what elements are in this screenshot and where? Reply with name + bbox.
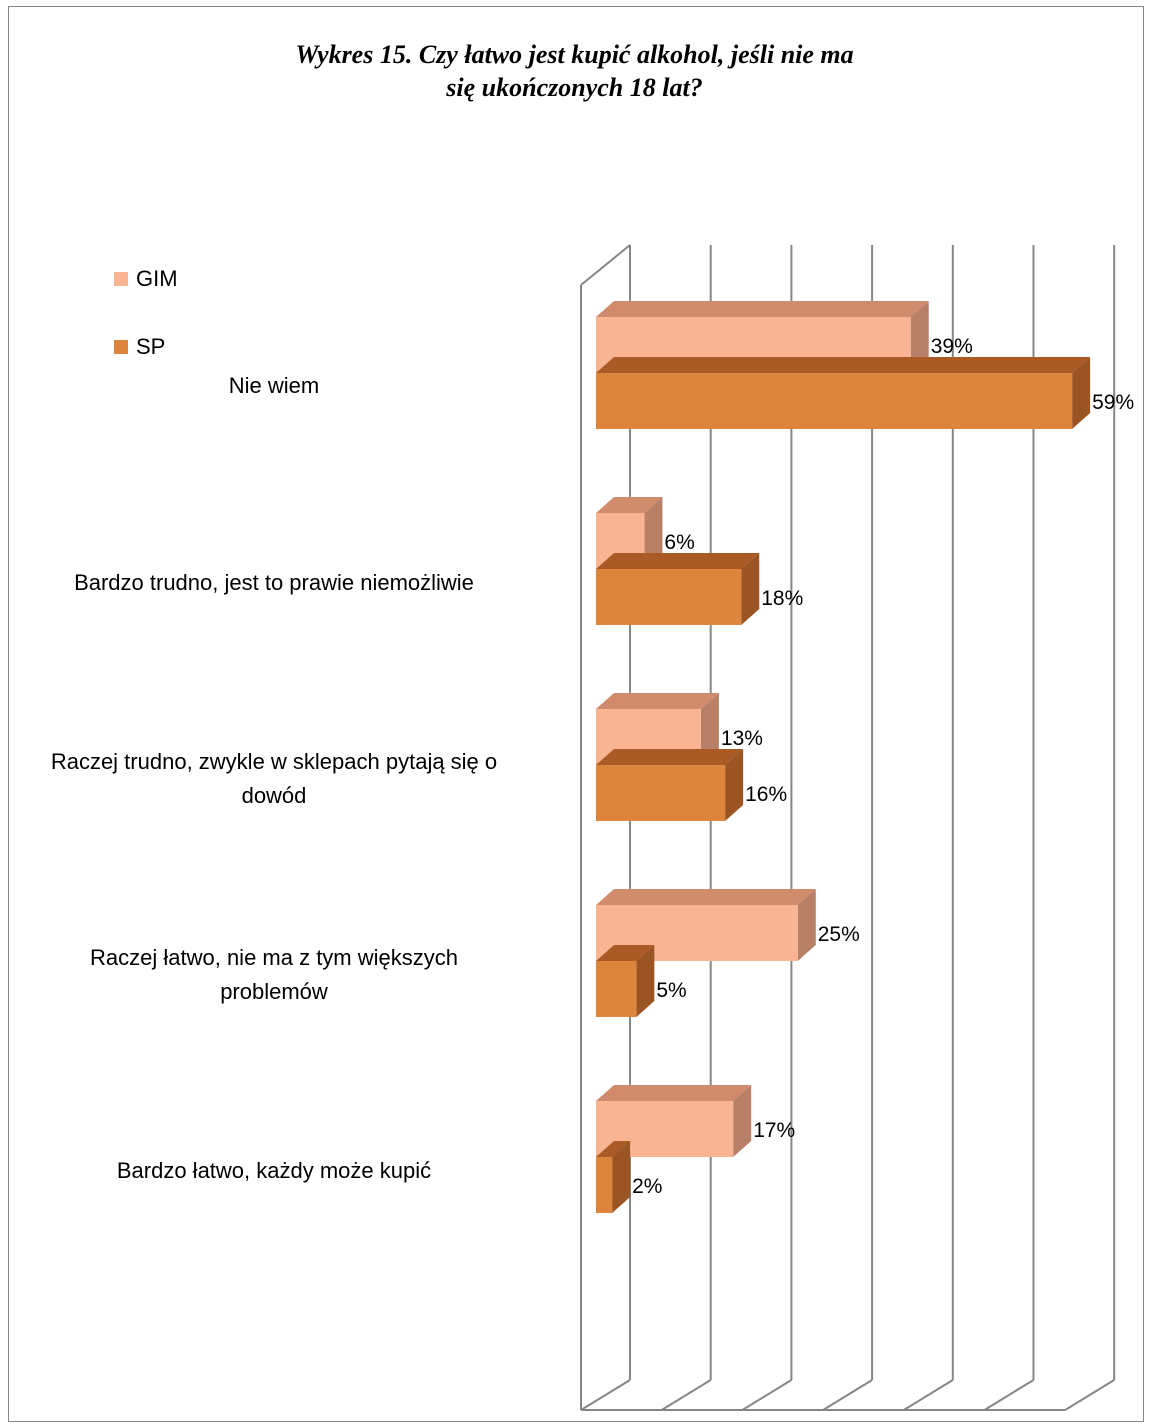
data-label-gim: 39% — [931, 335, 973, 358]
bar-top-gim — [596, 1085, 752, 1101]
category-label-bardzo-trudno: Bardzo trudno, jest to prawie niemożliwi… — [0, 566, 554, 600]
floor-gridline — [822, 1379, 873, 1411]
legend-label-gim: GIM — [136, 266, 178, 291]
floor-gridline — [661, 1379, 712, 1411]
bar-sp — [596, 1157, 613, 1213]
floor-gridline — [1064, 1379, 1115, 1411]
category-label-line: Bardzo trudno, jest to prawie niemożliwi… — [74, 570, 474, 595]
chart-title: Wykres 15. Czy łatwo jest kupić alkohol,… — [0, 38, 1149, 104]
data-label-gim: 17% — [753, 1119, 795, 1142]
category-label-line: dowód — [241, 783, 307, 808]
category-label-line: problemów — [220, 979, 328, 1004]
bar-side-sp — [612, 1141, 631, 1213]
bar-side-sp — [1072, 357, 1091, 429]
axis-wall-top — [580, 244, 631, 286]
category-label-raczej-latwo: Raczej łatwo, nie ma z tym większych pro… — [0, 941, 554, 1009]
category-label-line: Raczej trudno, zwykle w sklepach pytają … — [50, 749, 498, 774]
chart-title-line-1: Wykres 15. Czy łatwo jest kupić alkohol,… — [295, 40, 854, 69]
bar-top-gim — [596, 497, 663, 513]
bar-side-gim — [700, 693, 719, 765]
bar-top-gim — [596, 889, 816, 905]
bar-top-sp — [596, 945, 655, 961]
legend-label-sp: SP — [136, 334, 166, 359]
bar-side-gim — [644, 497, 663, 569]
category-label-line: Bardzo łatwo, każdy może kupić — [116, 1158, 432, 1183]
category-label-nie-wiem: Nie wiem — [0, 369, 554, 403]
bar-top-sp — [596, 1141, 631, 1157]
bar-side-gim — [910, 301, 929, 373]
floor-gridline — [580, 1379, 631, 1411]
bar-sp — [596, 961, 637, 1017]
floor-gridline — [903, 1379, 954, 1411]
chart-title-line-2: się ukończonych 18 lat? — [446, 73, 703, 102]
bar-side-gim — [733, 1085, 752, 1157]
category-label-raczej-trudno: Raczej trudno, zwykle w sklepach pytają … — [0, 745, 554, 813]
data-label-sp: 5% — [656, 979, 686, 1002]
legend-swatch-sp — [114, 340, 128, 354]
data-label-sp: 16% — [745, 783, 787, 806]
bar-sp — [596, 765, 726, 821]
bar-side-gim — [797, 889, 816, 961]
data-label-gim: 13% — [721, 727, 763, 750]
floor-gridline — [741, 1379, 792, 1411]
data-label-gim: 25% — [818, 923, 860, 946]
bar-side-sp — [636, 945, 655, 1017]
category-label-line: Raczej łatwo, nie ma z tym większych — [90, 945, 458, 970]
bar-top-sp — [596, 749, 744, 765]
bar-top-sp — [596, 357, 1091, 373]
category-label-bardzo-latwo: Bardzo łatwo, każdy może kupić — [0, 1154, 554, 1188]
floor-gridline — [983, 1379, 1035, 1411]
legend-swatch-gim — [114, 272, 128, 286]
data-label-sp: 2% — [632, 1175, 662, 1198]
bar-side-sp — [741, 553, 760, 625]
data-label-sp: 59% — [1092, 391, 1134, 414]
category-label-line: Nie wiem — [228, 373, 320, 398]
bar-top-sp — [596, 553, 760, 569]
data-label-sp: 18% — [761, 587, 803, 610]
bar-top-gim — [596, 693, 719, 709]
bar-top-gim — [596, 301, 929, 317]
bar-sp — [596, 373, 1073, 429]
bar-sp — [596, 569, 742, 625]
data-label-gim: 6% — [664, 531, 694, 554]
chart-frame — [8, 6, 1144, 1422]
bar-side-sp — [725, 749, 744, 821]
